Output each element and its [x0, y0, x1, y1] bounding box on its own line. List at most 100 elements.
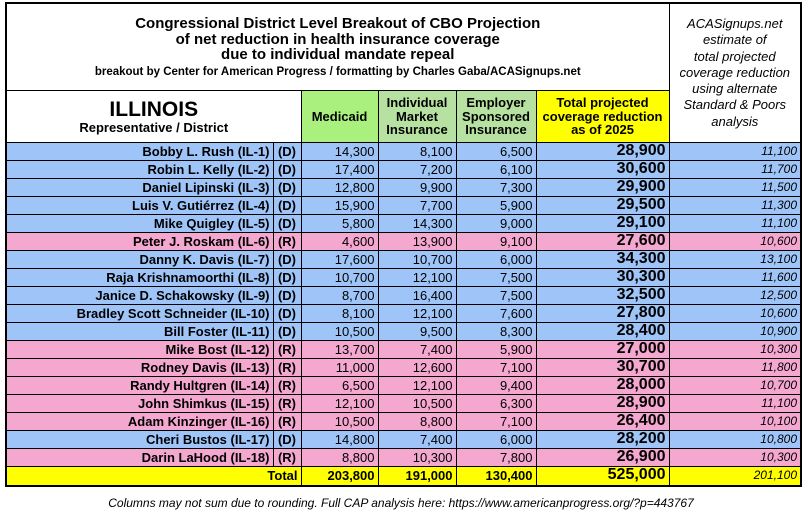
- representative: Adam Kinzinger (IL-16): [5, 412, 274, 431]
- alt-estimate: 10,600: [668, 232, 802, 251]
- alt-estimate: 11,100: [668, 142, 802, 161]
- header-line: Insurance: [465, 122, 527, 138]
- table-row: Bobby L. Rush (IL-1) (D) 14,300 8,100 6,500 2…: [5, 142, 802, 161]
- representative: Daniel Lipinski (IL-3): [5, 178, 274, 197]
- individual-market: 8,100: [377, 142, 457, 161]
- state-cell: ILLINOIS Representative / District: [5, 90, 302, 143]
- employer-sponsored: 6,000: [455, 430, 537, 449]
- side-note: ACASignups.net estimate of total projected…: [668, 2, 802, 143]
- alt-estimate: 10,900: [668, 322, 802, 341]
- header-line: Medicaid: [311, 108, 368, 124]
- party: (D): [272, 178, 302, 197]
- header-line: Employer: [466, 95, 526, 111]
- alt-estimate: 10,300: [668, 448, 802, 467]
- total-reduction: 29,500: [535, 196, 670, 215]
- party: (D): [272, 250, 302, 269]
- alt-estimate: 12,500: [668, 286, 802, 305]
- individual-market: 7,400: [377, 430, 457, 449]
- table-row: Danny K. Davis (IL-7) (D) 17,600 10,700 6,00…: [5, 250, 802, 269]
- total-reduction: 30,300: [535, 268, 670, 287]
- medicaid: 10,500: [300, 322, 379, 341]
- header-line: as of 2025: [571, 122, 634, 138]
- medicaid: 12,800: [300, 178, 379, 197]
- medicaid: 17,400: [300, 160, 379, 179]
- individual-market: 10,700: [377, 250, 457, 269]
- party: (D): [272, 430, 302, 449]
- employer-sponsored: 7,300: [455, 178, 537, 197]
- employer-sponsored: 9,100: [455, 232, 537, 251]
- table-row: Mike Bost (IL-12) (R) 13,700 7,400 5,900 27,0…: [5, 340, 802, 359]
- representative: Danny K. Davis (IL-7): [5, 250, 274, 269]
- medicaid: 4,600: [300, 232, 379, 251]
- total-label: Total: [5, 466, 302, 486]
- representative: Luis V. Gutiérrez (IL-4): [5, 196, 274, 215]
- column-header: Medicaid: [300, 90, 379, 143]
- representative: John Shimkus (IL-15): [5, 394, 274, 413]
- total-reduction: 28,000: [535, 376, 670, 395]
- total-reduction: 34,300: [535, 250, 670, 269]
- individual-market: 12,100: [377, 376, 457, 395]
- individual-market: 9,900: [377, 178, 457, 197]
- individual-market: 10,500: [377, 394, 457, 413]
- party: (D): [272, 304, 302, 323]
- employer-sponsored: 5,900: [455, 340, 537, 359]
- table-row: Bradley Scott Schneider (IL-10) (D) 8,100 1…: [5, 304, 802, 323]
- total-reduction: 29,900: [535, 178, 670, 197]
- medicaid: 8,700: [300, 286, 379, 305]
- side-note-line: analysis: [711, 113, 759, 129]
- medicaid: 14,800: [300, 430, 379, 449]
- employer-sponsored: 6,300: [455, 394, 537, 413]
- employer-sponsored: 8,300: [455, 322, 537, 341]
- side-note-line: ACASignups.net: [687, 16, 783, 32]
- header-line: Individual: [386, 95, 448, 111]
- table-row: Peter J. Roskam (IL-6) (R) 4,600 13,900 9,10…: [5, 232, 802, 251]
- medicaid: 17,600: [300, 250, 379, 269]
- medicaid: 13,700: [300, 340, 379, 359]
- individual-market: 12,100: [377, 268, 457, 287]
- table-row: Randy Hultgren (IL-14) (R) 6,500 12,100 9,40…: [5, 376, 802, 395]
- total-reduction: 28,900: [535, 394, 670, 413]
- party: (R): [272, 358, 302, 377]
- table-row: Cheri Bustos (IL-17) (D) 14,800 7,400 6,000 2…: [5, 430, 802, 449]
- total-row: Total 203,800 191,000 130,400 525,000 201,100: [5, 466, 802, 486]
- representative: Darin LaHood (IL-18): [5, 448, 274, 467]
- total-reduction: 28,200: [535, 430, 670, 449]
- state-sublabel: Representative / District: [79, 119, 229, 135]
- individual-market: 9,500: [377, 322, 457, 341]
- party: (D): [272, 286, 302, 305]
- employer-sponsored: 6,500: [455, 142, 537, 161]
- total-reduction: 27,000: [535, 340, 670, 359]
- table-row: John Shimkus (IL-15) (R) 12,100 10,500 6,300…: [5, 394, 802, 413]
- alt-estimate: 13,100: [668, 250, 802, 269]
- alt-estimate: 11,100: [668, 394, 802, 413]
- representative: Rodney Davis (IL-13): [5, 358, 274, 377]
- representative: Bobby L. Rush (IL-1): [5, 142, 274, 161]
- table-row: Mike Quigley (IL-5) (D) 5,800 14,300 9,000 29…: [5, 214, 802, 233]
- total-reduction: 27,600: [535, 232, 670, 251]
- party: (R): [272, 412, 302, 431]
- header-row: ILLINOIS Representative / District Medic…: [5, 90, 801, 143]
- employer-sponsored: 7,500: [455, 286, 537, 305]
- individual-market: 7,200: [377, 160, 457, 179]
- alt-estimate: 10,600: [668, 304, 802, 323]
- alt-estimate: 11,800: [668, 358, 802, 377]
- alt-estimate: 10,800: [668, 430, 802, 449]
- individual-market: 7,400: [377, 340, 457, 359]
- representative: Mike Bost (IL-12): [5, 340, 274, 359]
- party: (D): [272, 196, 302, 215]
- alt-estimate: 10,300: [668, 340, 802, 359]
- individual-market: 13,900: [377, 232, 457, 251]
- total-reduction: 29,100: [535, 214, 670, 233]
- side-note-line: coverage reduction: [679, 64, 791, 80]
- representative: Cheri Bustos (IL-17): [5, 430, 274, 449]
- medicaid: 6,500: [300, 376, 379, 395]
- individual-market: 8,800: [377, 412, 457, 431]
- medicaid: 12,100: [300, 394, 379, 413]
- total-reduction: 30,700: [535, 358, 670, 377]
- party: (R): [272, 376, 302, 395]
- representative: Robin L. Kelly (IL-2): [5, 160, 274, 179]
- individual-market: 7,700: [377, 196, 457, 215]
- individual-market: 16,400: [377, 286, 457, 305]
- medicaid: 8,800: [300, 448, 379, 467]
- total-reduction: 28,400: [535, 322, 670, 341]
